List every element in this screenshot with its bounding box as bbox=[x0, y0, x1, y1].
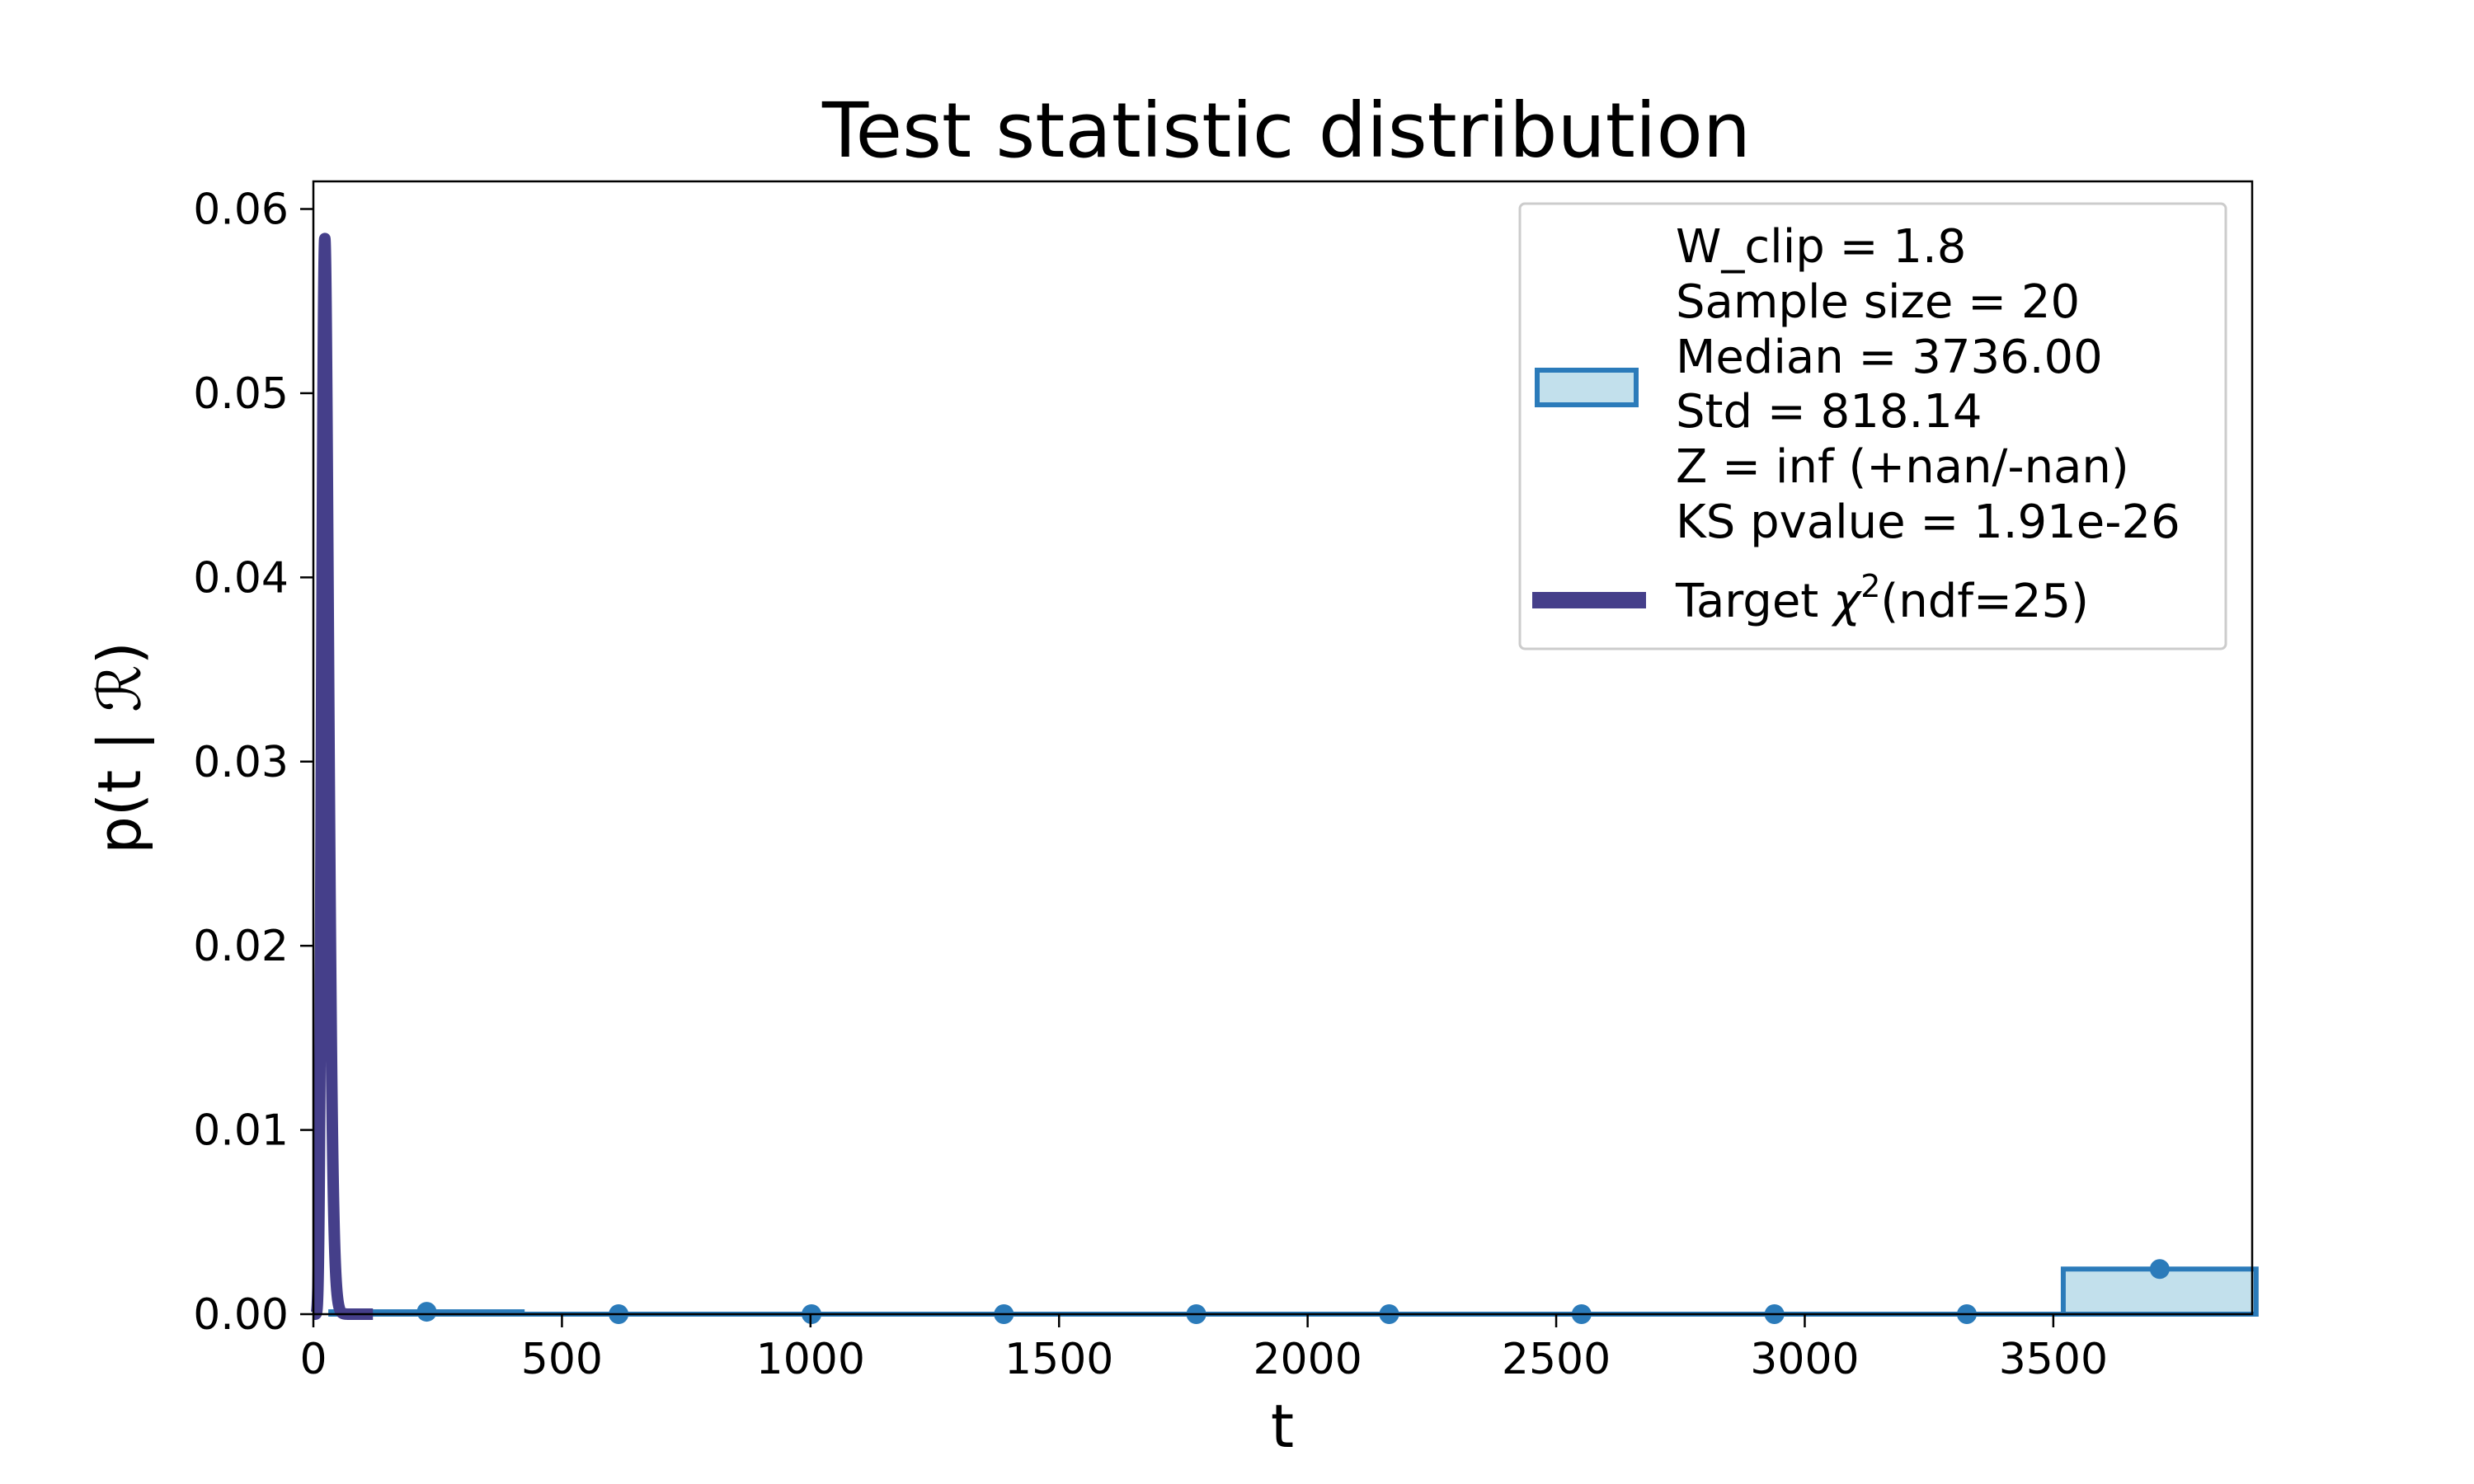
legend-histogram-line-3: Median = 3736.00 bbox=[1676, 331, 2103, 384]
y-tick-label: 0.03 bbox=[193, 738, 289, 787]
y-axis: 0.00 0.01 0.02 0.03 0.04 0.05 0.06 bbox=[193, 186, 313, 1340]
x-tick-label: 500 bbox=[521, 1335, 603, 1384]
legend-histogram-swatch bbox=[1535, 368, 1639, 407]
x-tick-label: 1500 bbox=[1004, 1335, 1113, 1384]
plot-frame bbox=[312, 180, 2254, 1316]
x-tick-label: 2000 bbox=[1253, 1335, 1362, 1384]
legend-histogram-line-6: KS pvalue = 1.91e-26 bbox=[1676, 495, 2180, 549]
legend-histogram-line-5: Z = inf (+nan/-nan) bbox=[1676, 440, 2129, 494]
target-chi2-curve bbox=[308, 232, 379, 1320]
y-tick-label: 0.06 bbox=[193, 186, 289, 235]
chart-title: Test statistic distribution bbox=[821, 87, 1751, 175]
legend-histogram-line-2: Sample size = 20 bbox=[1676, 275, 2080, 329]
legend: W_clip = 1.8 Sample size = 20 Median = 3… bbox=[1518, 202, 2227, 650]
x-tick-label: 1000 bbox=[756, 1335, 865, 1384]
legend-target-label: Target χ2(ndf=25) bbox=[1675, 568, 2089, 628]
x-tick-label: 3000 bbox=[1750, 1335, 1859, 1384]
y-axis-label: p(t | ℛ) bbox=[85, 641, 155, 854]
histogram-point bbox=[2149, 1259, 2170, 1280]
y-tick-label: 0.04 bbox=[193, 553, 289, 603]
legend-histogram-line-4: Std = 818.14 bbox=[1676, 385, 1982, 439]
x-tick-label: 2500 bbox=[1502, 1335, 1611, 1384]
legend-frame bbox=[1518, 202, 2227, 650]
x-tick-label: 3500 bbox=[1999, 1335, 2108, 1384]
histogram-point bbox=[416, 1302, 437, 1322]
x-axis: 0 500 1000 1500 2000 2500 3000 3500 bbox=[299, 1314, 2108, 1384]
y-tick-label: 0.01 bbox=[193, 1106, 289, 1156]
x-tick-label: 0 bbox=[299, 1335, 327, 1384]
y-tick-label: 0.05 bbox=[193, 369, 289, 419]
x-axis-label: t bbox=[1271, 1392, 1294, 1461]
y-tick-label: 0.02 bbox=[193, 922, 289, 971]
y-tick-label: 0.00 bbox=[193, 1290, 289, 1340]
legend-histogram-line-1: W_clip = 1.8 bbox=[1676, 220, 1966, 274]
